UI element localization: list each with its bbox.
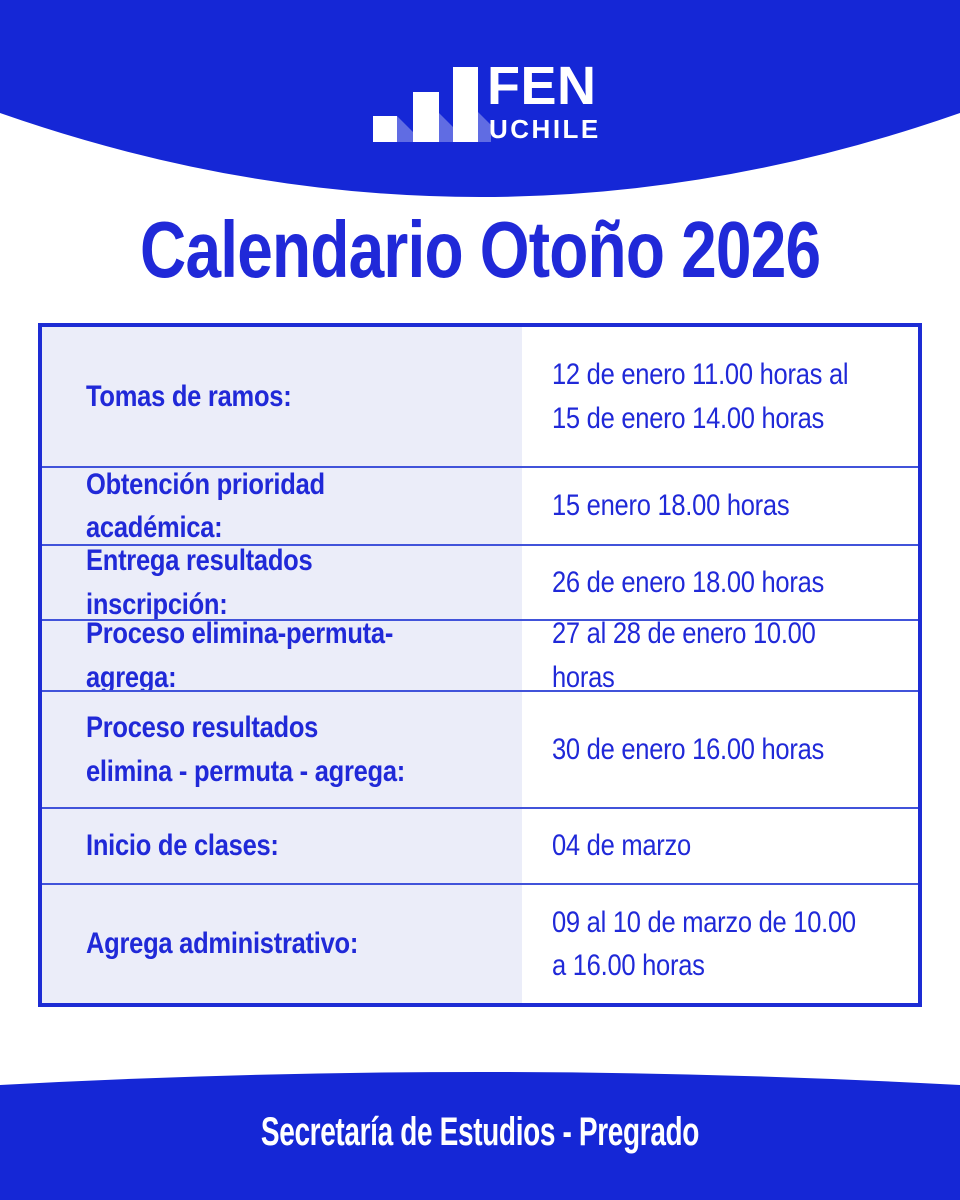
footer-text: Secretaría de Estudios - Pregrado	[260, 1110, 700, 1154]
event-value: 09 al 10 de marzo de 10.00 a 16.00 horas	[552, 905, 856, 983]
schedule-table: Tomas de ramos: 12 de enero 11.00 horas …	[38, 323, 922, 1007]
event-value-cell: 09 al 10 de marzo de 10.00 a 16.00 horas	[522, 885, 918, 1003]
event-value-cell: 15 enero 18.00 horas	[522, 468, 918, 544]
event-value: 30 de enero 16.00 horas	[552, 732, 825, 766]
event-label: Inicio de clases:	[86, 829, 279, 863]
event-label: Obtención prioridad académica:	[86, 468, 325, 544]
event-label-cell: Agrega administrativo:	[42, 885, 522, 1003]
logo-bar-shadow	[439, 113, 453, 142]
table-row: Inicio de clases: 04 de marzo	[42, 807, 918, 883]
table-row: Tomas de ramos: 12 de enero 11.00 horas …	[42, 327, 918, 466]
table-row: Obtención prioridad académica: 15 enero …	[42, 466, 918, 544]
header-background-shape	[0, 0, 960, 197]
logo-acronym: FEN	[487, 56, 597, 116]
fen-logo-bars	[373, 67, 491, 142]
title-container: Calendario Otoño 2026	[0, 210, 960, 290]
event-value-cell: 26 de enero 18.00 horas	[522, 546, 918, 619]
logo-institution: UCHILE	[489, 114, 601, 144]
event-value-cell: 27 al 28 de enero 10.00 horas	[522, 621, 918, 690]
event-label: Proceso elimina-permuta-agrega:	[86, 621, 394, 690]
event-value-cell: 30 de enero 16.00 horas	[522, 692, 918, 807]
page-title: Calendario Otoño 2026	[139, 205, 821, 294]
event-label: Agrega administrativo:	[86, 927, 359, 961]
table-row: Entrega resultados inscripción: 26 de en…	[42, 544, 918, 619]
table-row: Proceso elimina-permuta-agrega: 27 al 28…	[42, 619, 918, 690]
logo-bar-shadow	[397, 116, 413, 142]
event-label: Proceso resultados elimina - permuta - a…	[86, 711, 406, 788]
header-curve	[0, 0, 960, 197]
logo-bar-small	[373, 116, 397, 142]
event-value: 04 de marzo	[552, 829, 691, 863]
logo-bar-tall	[453, 67, 478, 142]
event-label: Tomas de ramos:	[86, 379, 292, 413]
event-label: Entrega resultados inscripción:	[86, 546, 313, 619]
event-value: 27 al 28 de enero 10.00 horas	[552, 621, 816, 690]
event-value: 12 de enero 11.00 horas al 15 de enero 1…	[552, 358, 849, 435]
table-row: Agrega administrativo: 09 al 10 de marzo…	[42, 883, 918, 1003]
footer-container: Secretaría de Estudios - Pregrado	[0, 1112, 960, 1152]
footer-background-shape	[0, 1072, 960, 1200]
logo-bar-shadow	[478, 112, 491, 142]
table-row: Proceso resultados elimina - permuta - a…	[42, 690, 918, 807]
event-label-cell: Obtención prioridad académica:	[42, 468, 522, 544]
event-value-cell: 04 de marzo	[522, 809, 918, 883]
event-label-cell: Proceso elimina-permuta-agrega:	[42, 621, 522, 690]
logo-bar-medium	[413, 92, 439, 142]
event-value: 26 de enero 18.00 horas	[552, 565, 825, 599]
event-label-cell: Entrega resultados inscripción:	[42, 546, 522, 619]
event-label-cell: Tomas de ramos:	[42, 327, 522, 466]
event-value: 15 enero 18.00 horas	[552, 489, 790, 523]
event-value-cell: 12 de enero 11.00 horas al 15 de enero 1…	[522, 327, 918, 466]
footer-curve	[0, 1072, 960, 1200]
event-label-cell: Proceso resultados elimina - permuta - a…	[42, 692, 522, 807]
event-label-cell: Inicio de clases:	[42, 809, 522, 883]
